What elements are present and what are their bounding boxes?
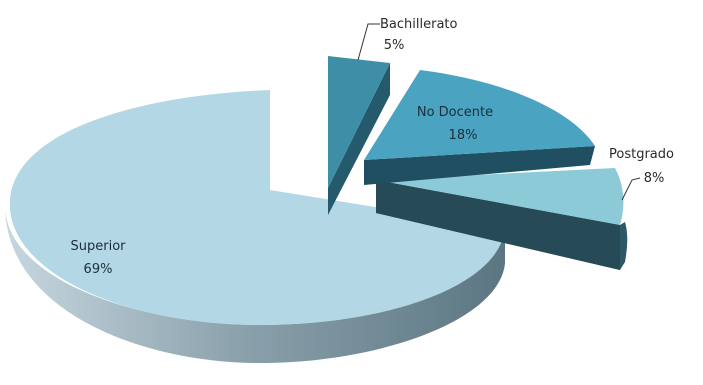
slice-postgrado-front bbox=[376, 180, 620, 270]
slice-bachillerato-top bbox=[328, 56, 390, 188]
value-superior: 69% bbox=[84, 262, 113, 277]
slice-superior bbox=[5, 90, 505, 363]
label-no-docente: No Docente bbox=[417, 105, 493, 120]
slice-superior-side bbox=[5, 205, 505, 363]
label-superior: Superior bbox=[71, 239, 127, 254]
label-postgrado: Postgrado bbox=[609, 147, 674, 162]
slice-no-docente bbox=[364, 70, 595, 185]
slice-no-docente-side bbox=[364, 146, 595, 185]
slice-bachillerato bbox=[328, 56, 390, 215]
slice-postgrado-top bbox=[376, 168, 624, 225]
slice-no-docente-top bbox=[364, 70, 595, 160]
label-bachillerato: Bachillerato bbox=[380, 17, 458, 32]
slice-postgrado bbox=[376, 168, 628, 270]
leader-line-bachillerato bbox=[357, 23, 380, 61]
slice-superior-top bbox=[9, 90, 505, 325]
value-bachillerato: 5% bbox=[384, 38, 405, 53]
value-no-docente: 18% bbox=[449, 128, 478, 143]
leader-line-postgrado bbox=[621, 177, 641, 201]
slice-bachillerato-side bbox=[328, 63, 390, 215]
value-postgrado: 8% bbox=[644, 171, 665, 186]
